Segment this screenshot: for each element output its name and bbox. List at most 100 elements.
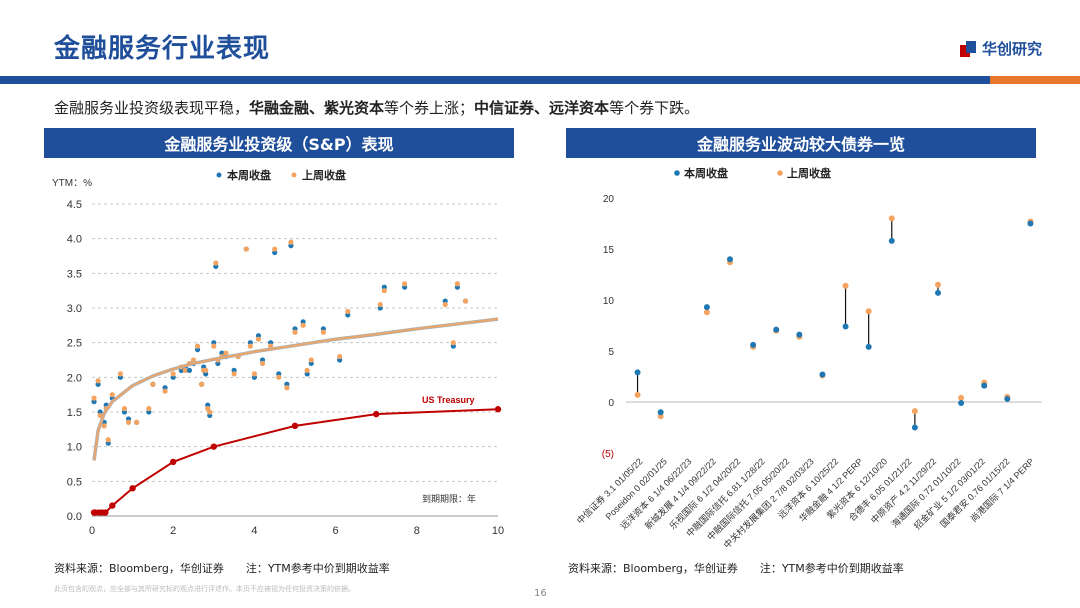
y-tick-label: 2.5 [67,338,82,350]
brand-logo: 华创研究 [959,38,1042,59]
data-point-last-week [865,308,872,315]
right-panel-header: 金融服务业波动较大债券一览 [566,128,1036,158]
data-point-last-week [207,409,213,415]
y-tick-label: 4.5 [67,199,82,211]
data-point-this-week [1027,220,1034,227]
trend-curve-this-week [92,317,499,461]
data-point-last-week [121,405,128,412]
data-point-last-week [634,391,641,398]
x-tick-label: 10 [492,525,504,537]
data-point-this-week [750,341,757,348]
y-tick-label: 4.0 [67,234,82,246]
y-tick-label: 3.5 [67,268,82,280]
data-point-last-week [251,371,257,377]
y-axis-label: YTM：% [52,178,92,189]
data-point-last-week [194,343,201,349]
data-point-last-week [703,309,710,316]
data-point-this-week [819,371,826,378]
scatter-chart: 0.0 0.5 1.0 1.5 2.0 2.5 3.0 3.5 4.0 4.5 0 2 4 6 8 10 YTM… [52,168,504,537]
trend-curve-last-week [93,318,499,461]
left-panel-header: 金融服务业投资级（S&P）表现 [44,128,514,158]
y-tick-label: 0.5 [67,476,82,488]
data-point-last-week [91,395,97,401]
data-point-last-week [211,343,217,349]
y-tick-label: (5) [602,449,614,460]
treasury-point [494,406,502,413]
data-point-last-week [247,343,253,349]
left-source-note: 资料来源：Bloomberg，华创证券 注：YTM参考中价到期收益率 [54,562,390,575]
data-point-last-week [308,357,314,363]
data-point-last-week [272,246,278,252]
x-tick-label: 6 [333,525,339,537]
data-point-last-week [95,378,101,384]
data-point-this-week [703,304,710,311]
data-point-this-week [842,323,849,330]
legend-label-this-week: 本周收盘 [684,166,728,180]
summary-bold-1: 华融金融、紫光资本 [249,99,385,117]
data-point-this-week [773,326,780,333]
x-tick-label: 4 [251,525,257,537]
summary-part-1: 金融服务业投资级表现平稳， [54,99,250,117]
x-tick-label: 2 [170,525,176,537]
data-point-last-week [888,215,895,222]
data-point-last-week [199,381,205,387]
x-tick-label: 0 [89,525,95,537]
data-point-last-week [162,388,168,394]
treasury-point [170,458,177,466]
y-tick-label: 5 [608,347,614,358]
data-point-this-week [657,409,664,416]
data-point-last-week [454,281,460,287]
treasury-label: US Treasury [422,395,475,405]
data-point-last-week [320,329,327,335]
data-point-this-week [186,367,193,373]
data-point-last-week [213,260,219,266]
data-point-last-week [288,239,294,245]
data-point-last-week [105,437,111,443]
data-point-last-week [170,371,176,377]
y-tick-label: 20 [603,194,615,205]
data-point-this-week [1004,395,1011,402]
data-point-this-week [634,369,641,376]
summary-bold-2: 中信证券、远洋资本 [474,99,610,117]
y-tick-label: 15 [603,245,615,256]
legend-label-last-week: 上周收盘 [302,168,346,182]
treasury-point [291,422,299,430]
data-point-this-week [911,424,918,431]
x-axis-label: 到期期限：年 [422,493,476,504]
data-point-last-week [402,281,408,287]
data-point-last-week [109,392,115,398]
data-point-last-week [255,336,262,342]
data-point-last-week [101,423,107,429]
data-point-last-week [150,381,156,387]
data-point-last-week [259,360,266,367]
legend-marker-this-week [674,170,680,176]
data-point-last-week [292,329,298,335]
y-tick-label: 3.0 [67,303,82,315]
summary-part-3: 等个券下跌。 [609,99,700,117]
treasury-point [210,443,217,450]
y-tick-label: 2.0 [67,372,82,384]
data-point-last-week [304,367,310,373]
y-tick-label: 1.0 [67,442,82,454]
data-point-this-week [981,382,988,389]
header-divider [0,76,1080,84]
data-point-last-week [450,340,456,346]
data-point-last-week [134,419,140,425]
data-point-last-week [345,308,351,315]
data-point-last-week [117,371,124,377]
data-point-last-week [300,322,306,328]
data-point-last-week [276,374,282,380]
data-point-last-week [190,357,197,363]
summary-part-2: 等个券上涨； [384,99,475,117]
y-tick-label: 1.5 [67,407,82,419]
data-point-last-week [381,288,387,294]
disclaimer: 此页包含的观点，应全部与其所研究标的观点进行评述作。本页不应被视为任何投资决策的… [54,585,355,593]
legend-label-this-week: 本周收盘 [227,168,271,182]
data-point-last-week [125,419,132,425]
brand-name: 华创研究 [981,40,1042,58]
legend-marker-last-week [291,172,297,178]
legend-label-last-week: 上周收盘 [787,166,831,180]
legend-marker-last-week [777,170,783,176]
data-point-last-week [958,394,965,401]
data-point-this-week [727,256,733,263]
